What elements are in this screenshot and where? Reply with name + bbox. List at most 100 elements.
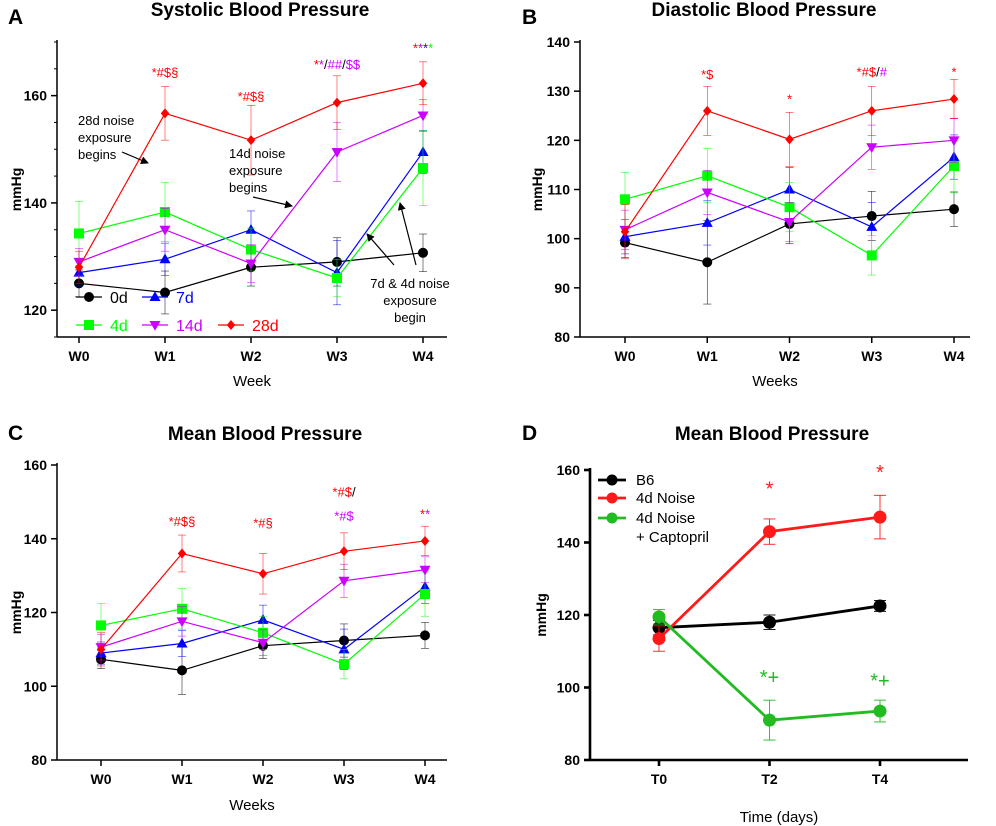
data-point <box>873 599 887 613</box>
panel-a: A Systolic Blood Pressure 120 140 160 W0 W1 W2 W… <box>8 0 450 390</box>
data-point <box>159 253 171 264</box>
significance-label: *#$/# <box>857 64 888 79</box>
x-axis-label: Weeks <box>752 373 798 390</box>
y-axis-label: mmHg <box>529 168 545 212</box>
x-tick-label: W3 <box>334 771 355 787</box>
significance-label: * <box>876 462 884 484</box>
data-point <box>418 247 428 258</box>
x-tick-label: W0 <box>91 771 112 787</box>
annotation-arrow <box>121 151 149 164</box>
y-tick-label: 160 <box>24 457 48 473</box>
y-axis-label: mmHg <box>533 593 549 637</box>
significance-mark: * <box>314 57 319 72</box>
x-axis-label: Week <box>233 373 272 390</box>
data-point <box>177 665 187 676</box>
significance-label: *$ <box>701 67 714 82</box>
significance-mark: $$ <box>346 57 361 72</box>
significance-label: *#$/ <box>332 484 356 499</box>
data-point <box>177 548 187 559</box>
significance-label: ** <box>420 506 430 521</box>
data-point <box>873 704 887 718</box>
data-point <box>96 644 106 655</box>
chart-title: Systolic Blood Pressure <box>151 0 370 21</box>
significance-mark: * <box>951 64 956 79</box>
legend-item: 14d <box>142 318 203 335</box>
legend-item: 4d Noise + Captopril <box>598 510 709 546</box>
y-tick-label: 80 <box>564 752 580 768</box>
significance-mark: * <box>319 57 324 72</box>
significance-mark: *#§ <box>253 516 273 531</box>
chart-title: Diastolic Blood Pressure <box>652 0 877 21</box>
data-point <box>420 589 430 600</box>
significance-label: *#$ <box>334 508 354 523</box>
series-b6 <box>652 599 887 636</box>
annotation-text: exposure <box>78 130 131 145</box>
y-tick-label: 130 <box>547 83 571 99</box>
significance-label: * <box>766 478 774 500</box>
x-tick-label: W0 <box>615 348 636 364</box>
data-point <box>785 134 794 145</box>
series-28d <box>96 525 430 667</box>
legend-marker <box>84 292 94 302</box>
panel-b: B Diastolic Blood Pressure 80 90 100 110 120 13… <box>522 0 970 390</box>
significance-mark: / <box>876 64 880 79</box>
legend-label: 4d Noise <box>636 510 695 527</box>
chart-title: Mean Blood Pressure <box>675 424 869 445</box>
data-point <box>160 287 170 298</box>
y-tick-label: 110 <box>547 182 570 198</box>
legend-label: + Captopril <box>636 529 709 546</box>
data-point <box>246 135 256 146</box>
data-point <box>339 659 349 670</box>
data-point <box>160 108 170 119</box>
y-tick-label: 100 <box>547 231 571 247</box>
y-tick-label: 140 <box>24 195 48 211</box>
y-tick-label: 100 <box>24 678 48 694</box>
significance-mark: # <box>880 64 888 79</box>
significance-mark: *#$§ <box>152 65 179 80</box>
significance-label: *#$§ <box>169 514 196 529</box>
legend-marker <box>84 320 94 330</box>
significance-label: * <box>787 91 792 106</box>
y-tick-label: 90 <box>554 280 570 296</box>
series-4d-noise <box>652 494 887 652</box>
y-tick-label: 80 <box>31 752 47 768</box>
significance-mark: *#$ <box>857 64 877 79</box>
y-tick-label: 100 <box>557 680 581 696</box>
panel-letter: A <box>8 6 23 29</box>
data-point <box>867 105 876 116</box>
legend-marker <box>149 291 161 301</box>
significance-label: *+ <box>870 671 889 693</box>
significance-mark: / <box>352 484 356 499</box>
data-point <box>866 143 878 153</box>
panel-letter: D <box>522 422 537 445</box>
data-point <box>418 163 428 174</box>
significance-label: **/##/$$ <box>314 57 361 72</box>
annotation-text: 28d noise <box>78 113 134 128</box>
x-tick-label: W2 <box>253 771 274 787</box>
series-14d <box>95 556 431 661</box>
significance-mark: + <box>768 667 780 689</box>
data-point <box>338 576 350 587</box>
significance-mark: * <box>870 671 878 693</box>
x-tick-label: T4 <box>872 771 889 787</box>
significance-mark: *#$§ <box>169 514 196 529</box>
significance-label: *#§ <box>253 516 273 531</box>
annotation-text: exposure <box>383 293 436 308</box>
data-point <box>949 160 959 171</box>
y-tick-label: 140 <box>557 535 581 551</box>
legend-marker <box>606 492 618 504</box>
legend-marker <box>606 474 618 486</box>
x-tick-label: W3 <box>327 348 348 364</box>
y-tick-label: 120 <box>24 605 48 621</box>
legend-label: 4d Noise <box>636 490 695 507</box>
significance-mark: ## <box>328 57 343 72</box>
data-point <box>866 221 878 231</box>
legend-item: B6 <box>598 472 654 489</box>
annotation-text: begins <box>229 180 268 195</box>
data-point <box>949 94 959 105</box>
significance-mark: *#$ <box>332 484 352 499</box>
y-axis-label: mmHg <box>8 168 24 212</box>
legend-label: 14d <box>176 318 203 335</box>
significance-mark: * <box>428 41 433 56</box>
